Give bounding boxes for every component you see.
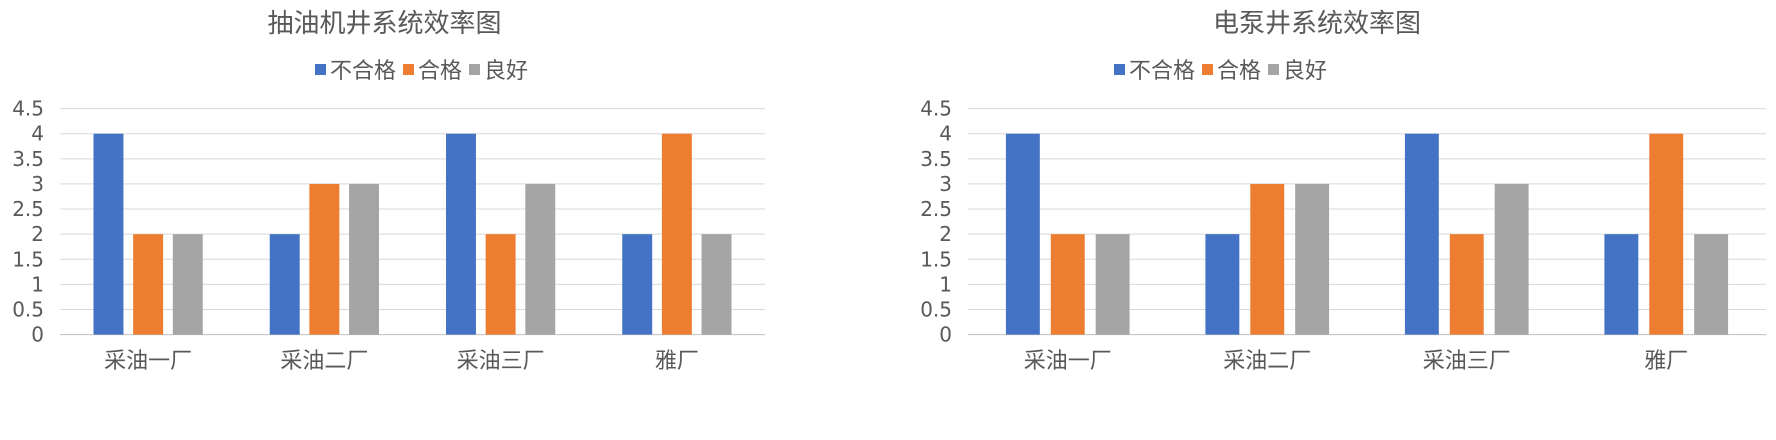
- bar: [133, 234, 164, 335]
- bar: [1005, 133, 1040, 335]
- bar: [1295, 183, 1330, 335]
- y-tick-label: 1: [939, 272, 952, 296]
- legend-label: 不合格: [330, 59, 396, 84]
- bar: [349, 183, 380, 335]
- bar: [1095, 234, 1130, 335]
- legend-swatch: [1202, 64, 1213, 75]
- bar: [445, 133, 476, 335]
- pumping-well-efficiency-chart: 抽油机井系统效率图不合格 合格 良好 0 0.5 1 1.5 2 2.5 3 3.5 4 4.5 采油一厂…: [0, 0, 880, 440]
- legend-label: 合格: [418, 59, 462, 84]
- bar: [701, 234, 732, 335]
- bar: [1205, 234, 1240, 335]
- bar: [1604, 234, 1639, 335]
- legend-swatch: [469, 64, 480, 75]
- bar: [172, 234, 203, 335]
- y-tick-label: 2.5: [920, 197, 952, 221]
- y-tick-label: 2.5: [12, 197, 44, 221]
- bar: [93, 133, 124, 335]
- x-category-label: 采油三厂: [457, 349, 545, 374]
- y-tick-label: 1.5: [920, 247, 952, 271]
- y-tick-label: 2: [939, 222, 952, 246]
- electric-pump-well-efficiency-chart: 电泵井系统效率图 不合格 合格 良好 0 0.5 1 1.5 2 2.5 3 3.5 4 4.5 采油一厂 采…: [920, 0, 1776, 440]
- bar: [1694, 234, 1729, 335]
- y-tick-label: 0.5: [920, 297, 952, 321]
- legend-swatch: [403, 64, 414, 75]
- y-tick-label: 3.5: [920, 147, 952, 171]
- legend-swatch: [1114, 64, 1125, 75]
- y-tick-label: 0: [939, 323, 952, 347]
- chart-title: 抽油机井系统效率图: [267, 9, 501, 39]
- y-tick-label: 0: [31, 323, 44, 347]
- bar: [661, 133, 692, 335]
- x-category-label: 雅厂: [655, 349, 699, 374]
- bar: [485, 234, 516, 335]
- legend-label: 合格: [1217, 59, 1261, 84]
- x-category-label: 采油二厂: [1223, 349, 1311, 374]
- y-tick-label: 3.5: [12, 147, 44, 171]
- y-tick-label: 2: [31, 222, 44, 246]
- bar: [1449, 234, 1484, 335]
- bar: [525, 183, 556, 335]
- bar: [622, 234, 653, 335]
- legend-label: 不合格: [1129, 59, 1195, 84]
- legend-label: 良好: [484, 59, 528, 84]
- bar: [1404, 133, 1439, 335]
- x-category-label: 雅厂: [1644, 349, 1688, 374]
- y-tick-label: 3: [939, 172, 952, 196]
- bar: [1250, 183, 1285, 335]
- bar: [1494, 183, 1529, 335]
- bar: [309, 183, 340, 335]
- bar: [1649, 133, 1684, 335]
- y-tick-label: 3: [31, 172, 44, 196]
- x-category-label: 采油二厂: [280, 349, 368, 374]
- legend-swatch: [1268, 64, 1279, 75]
- y-tick-label: 1: [31, 272, 44, 296]
- legend-label: 良好: [1283, 59, 1327, 84]
- x-category-label: 采油一厂: [104, 349, 192, 374]
- y-tick-label: 4: [31, 122, 44, 146]
- y-tick-label: 1.5: [12, 247, 44, 271]
- y-tick-label: 4: [939, 122, 952, 146]
- y-tick-label: 4.5: [920, 97, 952, 121]
- bar: [269, 234, 300, 335]
- x-category-label: 采油三厂: [1423, 349, 1511, 374]
- bar: [1050, 234, 1085, 335]
- x-category-label: 采油一厂: [1024, 349, 1112, 374]
- chart-title: 电泵井系统效率图: [1213, 9, 1421, 39]
- y-tick-label: 4.5: [12, 97, 44, 121]
- legend-swatch: [315, 64, 326, 75]
- y-tick-label: 0.5: [12, 297, 44, 321]
